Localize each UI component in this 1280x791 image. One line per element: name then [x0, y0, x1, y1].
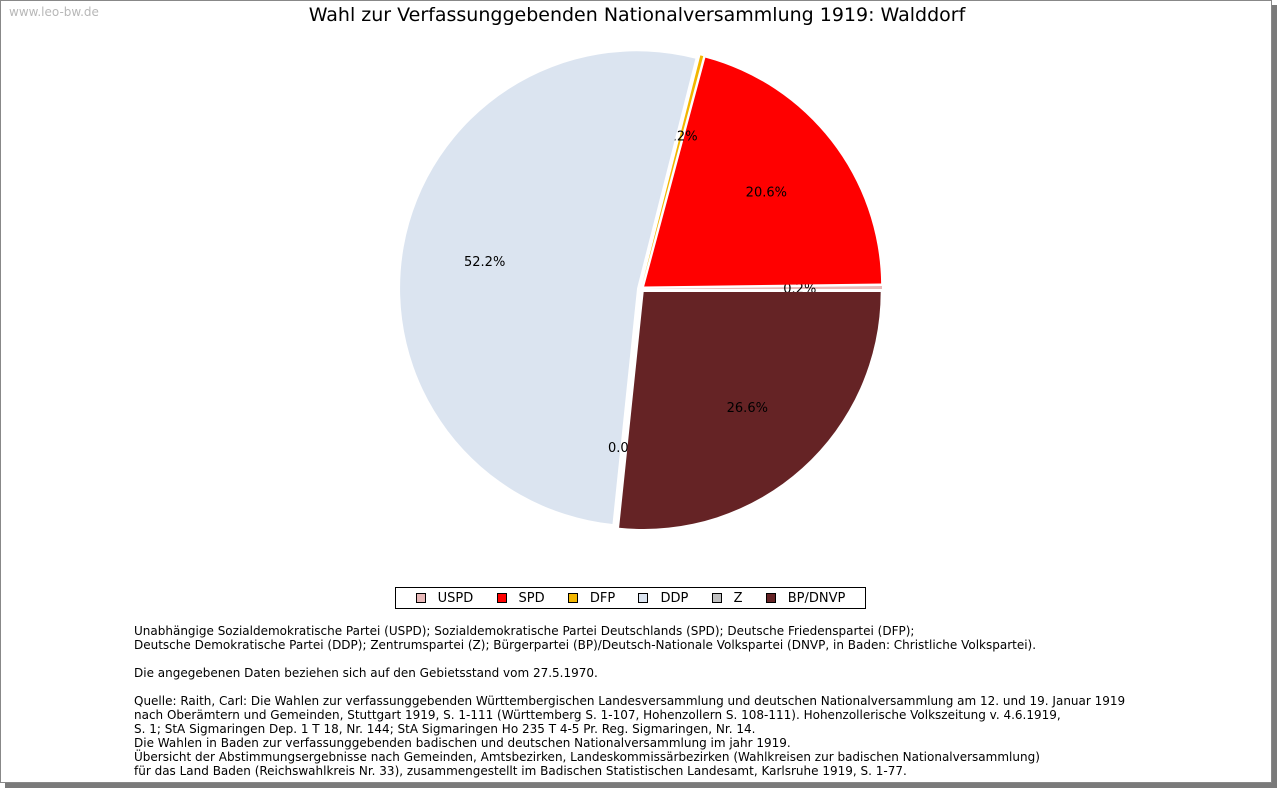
legend-label-dfp: DFP	[589, 590, 616, 606]
source-line-6: für das Land Baden (Reichswahlkreis Nr. …	[134, 764, 907, 778]
source-line-2: nach Oberämtern und Gemeinden, Stuttgart…	[134, 708, 1061, 722]
legend-item-ddp: DDP	[638, 591, 688, 606]
legend-label-spd: SPD	[518, 590, 545, 606]
legend-swatch-ddp	[638, 593, 649, 603]
legend-swatch-bp-dnvp	[765, 593, 776, 603]
legend: USPD SPD DFP DDP Z BP/DNVP	[395, 587, 866, 609]
legend-label-z: Z	[733, 590, 743, 606]
pie-slice-uspd	[644, 285, 882, 289]
legend-label-bp-dnvp: BP/DNVP	[787, 590, 846, 606]
pie-label-ddp: 52.2%	[464, 255, 505, 270]
legend-swatch-uspd	[415, 593, 426, 603]
parties-line-2: Deutsche Demokratische Partei (DDP); Zen…	[134, 638, 1037, 652]
legend-label-ddp: DDP	[660, 590, 689, 606]
pie-label-bp-dnvp: 26.6%	[727, 401, 768, 416]
legend-swatch-spd	[496, 593, 507, 603]
pie-slice-bp-dnvp	[619, 291, 881, 529]
footnotes: Unabhängige Sozialdemokratische Partei (…	[134, 624, 1234, 778]
source-line-5: Übersicht der Abstimmungsergebnisse nach…	[134, 750, 1040, 764]
pie-slice-spd	[644, 57, 882, 287]
source-line-1: Quelle: Raith, Carl: Die Wahlen zur verf…	[134, 694, 1126, 708]
source-line-3: S. 1; StA Sigmaringen Dep. 1 T 18, Nr. 1…	[134, 722, 756, 736]
legend-item-bp-dnvp: BP/DNVP	[765, 590, 846, 606]
legend-swatch-dfp	[567, 593, 578, 603]
territory-note: Die angegebenen Daten beziehen sich auf …	[134, 666, 598, 680]
chart-title: Wahl zur Verfassunggebenden Nationalvers…	[308, 4, 966, 26]
legend-label-uspd: USPD	[437, 590, 474, 606]
watermark: www.leo-bw.de	[9, 5, 99, 19]
legend-item-dfp: DFP	[567, 590, 616, 606]
legend-item-spd: SPD	[496, 590, 545, 606]
pie-label-spd: 20.6%	[746, 186, 787, 201]
legend-item-z: Z	[711, 590, 743, 606]
pie-slice-ddp	[400, 51, 696, 525]
legend-swatch-z	[711, 593, 722, 603]
pie-chart: 0.2%20.6%0.2%52.2%0.0%26.6%	[400, 51, 882, 529]
parties-line-1: Unabhängige Sozialdemokratische Partei (…	[134, 624, 915, 638]
pie-slice-dfp	[642, 55, 704, 286]
legend-item-uspd: USPD	[415, 590, 474, 606]
source-line-4: Die Wahlen in Baden zur verfassunggebend…	[134, 736, 791, 750]
